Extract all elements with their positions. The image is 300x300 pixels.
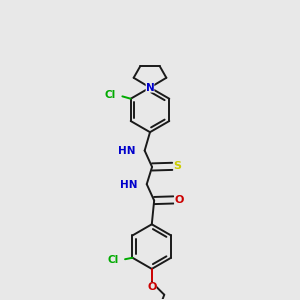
Text: HN: HN bbox=[120, 180, 137, 190]
Text: Cl: Cl bbox=[105, 90, 116, 100]
Text: N: N bbox=[146, 82, 154, 93]
Text: O: O bbox=[174, 195, 184, 205]
Text: O: O bbox=[147, 282, 157, 292]
Text: Cl: Cl bbox=[107, 255, 118, 266]
Text: S: S bbox=[174, 161, 182, 171]
Text: HN: HN bbox=[118, 146, 135, 156]
